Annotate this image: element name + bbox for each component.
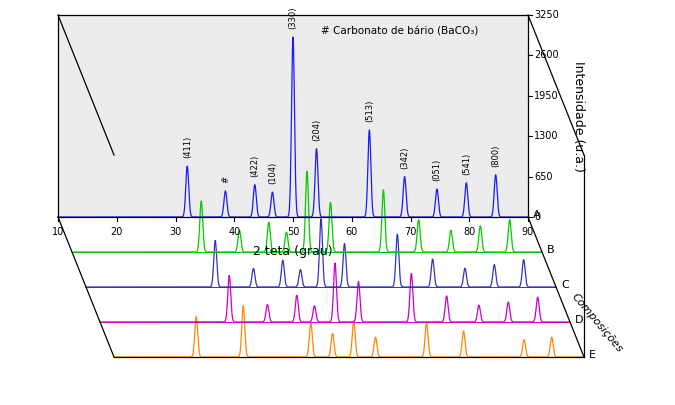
Text: (800): (800) bbox=[491, 144, 500, 167]
Text: 1300: 1300 bbox=[534, 131, 558, 141]
Text: D: D bbox=[575, 315, 583, 325]
Text: 1950: 1950 bbox=[534, 91, 559, 101]
Text: (541): (541) bbox=[462, 153, 471, 175]
Text: A: A bbox=[533, 210, 541, 220]
Text: (051): (051) bbox=[433, 159, 441, 181]
Text: (104): (104) bbox=[268, 162, 277, 184]
Text: 0: 0 bbox=[534, 212, 540, 222]
Text: (422): (422) bbox=[250, 154, 259, 177]
Text: E: E bbox=[589, 350, 596, 360]
Bar bbox=[58, 15, 528, 217]
Text: # Carbonato de bário (BaCO₃): # Carbonato de bário (BaCO₃) bbox=[321, 27, 479, 37]
Text: 80: 80 bbox=[463, 227, 475, 237]
Text: 3250: 3250 bbox=[534, 10, 559, 20]
Text: (330): (330) bbox=[288, 6, 298, 29]
Text: (342): (342) bbox=[400, 146, 409, 168]
Text: B: B bbox=[547, 245, 555, 255]
Text: 50: 50 bbox=[287, 227, 299, 237]
Text: 10: 10 bbox=[52, 227, 64, 237]
Text: 40: 40 bbox=[228, 227, 240, 237]
Text: 20: 20 bbox=[111, 227, 123, 237]
Text: 30: 30 bbox=[169, 227, 182, 237]
Text: 650: 650 bbox=[534, 172, 553, 181]
Text: Composições: Composições bbox=[570, 292, 624, 355]
Text: Intensidade (u.a.): Intensidade (u.a.) bbox=[572, 61, 585, 171]
Text: 2 teta (grau): 2 teta (grau) bbox=[253, 245, 333, 258]
Text: C: C bbox=[561, 280, 569, 290]
Text: #: # bbox=[221, 176, 230, 183]
Text: 2600: 2600 bbox=[534, 50, 559, 60]
Text: 90: 90 bbox=[522, 227, 534, 237]
Text: (411): (411) bbox=[183, 136, 192, 158]
Text: (513): (513) bbox=[365, 100, 374, 122]
Text: 70: 70 bbox=[404, 227, 416, 237]
Text: (204): (204) bbox=[312, 118, 321, 141]
Text: 60: 60 bbox=[346, 227, 358, 237]
